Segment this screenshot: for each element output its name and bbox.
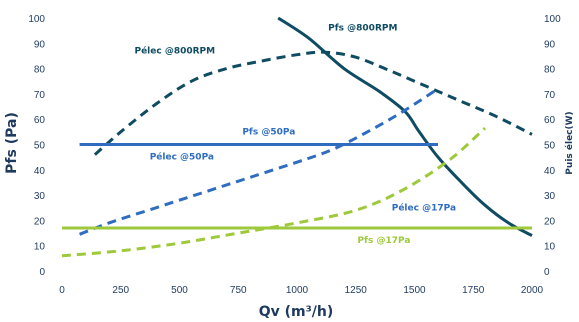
y-tick-label-left: 40 bbox=[34, 166, 46, 177]
x-tick-label: 1000 bbox=[286, 285, 309, 296]
annotation-label: Pfs @17Pa bbox=[357, 236, 410, 246]
x-tick-label: 0 bbox=[59, 285, 65, 296]
y-axis-title-left: Pfs (Pa) bbox=[4, 112, 20, 174]
y-tick-label-left: 80 bbox=[34, 65, 46, 76]
series-line-p-lec-50pa bbox=[79, 87, 439, 236]
y-tick-label-right: 10 bbox=[544, 242, 556, 253]
x-tick-label: 750 bbox=[230, 285, 247, 296]
x-tick-label: 2000 bbox=[521, 285, 544, 296]
x-axis-title: Qv (m³/h) bbox=[259, 304, 334, 320]
y-tick-label-left: 0 bbox=[39, 267, 45, 278]
series-line-pfs-800rpm bbox=[277, 16, 533, 237]
y-tick-label-left: 60 bbox=[34, 115, 46, 126]
y-tick-label-right: 30 bbox=[544, 191, 556, 202]
y-tick-label-left: 100 bbox=[28, 14, 45, 25]
y-tick-label-right: 100 bbox=[544, 14, 561, 25]
y-tick-label-right: 20 bbox=[544, 216, 556, 227]
series-layer bbox=[61, 16, 533, 258]
x-tick-label: 500 bbox=[171, 285, 188, 296]
y-tick-label-left: 90 bbox=[34, 39, 46, 50]
y-tick-label-left: 50 bbox=[34, 141, 46, 152]
y-tick-label-right: 60 bbox=[544, 115, 556, 126]
annotation-layer: Pfs @800RPM Pélec @800RPM Pfs @50Pa Pélec @… bbox=[134, 24, 456, 247]
y-tick-label-right: 80 bbox=[544, 65, 556, 76]
x-tick-label: 250 bbox=[112, 285, 129, 296]
series-line-p-lec-17pa bbox=[61, 126, 486, 258]
x-tick-label: 1750 bbox=[462, 285, 485, 296]
annotation-label: Pélec @17Pa bbox=[392, 202, 456, 213]
y-tick-label-right: 50 bbox=[544, 141, 556, 152]
annotation-label: Pfs @50Pa bbox=[242, 127, 295, 137]
y-tick-label-right: 40 bbox=[544, 166, 556, 177]
annotation-label: Pfs @800RPM bbox=[328, 24, 397, 34]
annotation-label: Pélec @800RPM bbox=[134, 45, 215, 56]
series-line-p-lec-800rpm bbox=[93, 50, 533, 156]
y-tick-label-right: 90 bbox=[544, 39, 556, 50]
y-tick-label-left: 70 bbox=[34, 90, 46, 101]
y-tick-label-right: 70 bbox=[544, 90, 556, 101]
y-tick-label-left: 30 bbox=[34, 191, 46, 202]
y-tick-label-left: 10 bbox=[34, 242, 46, 253]
y-tick-label-right: 0 bbox=[544, 267, 550, 278]
x-tick-label: 1250 bbox=[345, 285, 368, 296]
y-axis-title-right: Puis élec(W) bbox=[564, 111, 575, 174]
annotation-label: Pélec @50Pa bbox=[150, 152, 214, 163]
y-tick-label-left: 20 bbox=[34, 216, 46, 227]
axes: 0 250 500 750 1000 1250 1500 1750 20000102030405… bbox=[28, 14, 561, 296]
x-tick-label: 1500 bbox=[403, 285, 426, 296]
